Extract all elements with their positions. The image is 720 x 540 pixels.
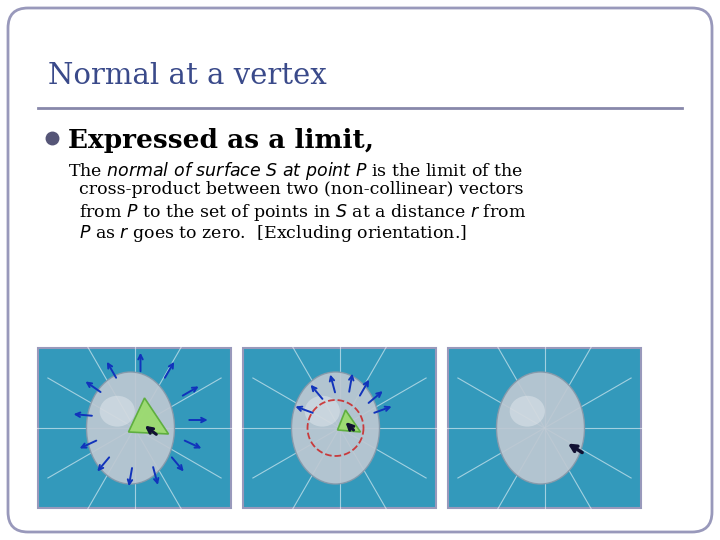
FancyBboxPatch shape — [8, 8, 712, 532]
Text: from $\mathit{P}$ to the set of points in $\mathit{S}$ at a distance $\mathit{r}: from $\mathit{P}$ to the set of points i… — [68, 202, 526, 223]
Text: The $\mathit{normal\ of\ surface\ S\ at\ point\ P}$ is the limit of the: The $\mathit{normal\ of\ surface\ S\ at\… — [68, 160, 523, 182]
Text: cross-product between two (non-collinear) vectors: cross-product between two (non-collinear… — [68, 181, 523, 198]
Ellipse shape — [292, 372, 379, 484]
Text: $\mathit{P}$ as $\mathit{r}$ goes to zero.  [Excluding orientation.]: $\mathit{P}$ as $\mathit{r}$ goes to zer… — [68, 223, 467, 244]
Ellipse shape — [99, 396, 135, 427]
Text: Normal at a vertex: Normal at a vertex — [48, 62, 327, 90]
Ellipse shape — [305, 396, 340, 427]
Ellipse shape — [510, 396, 545, 427]
Ellipse shape — [86, 372, 174, 484]
FancyBboxPatch shape — [448, 348, 641, 508]
Polygon shape — [128, 398, 168, 434]
Polygon shape — [338, 410, 361, 432]
Ellipse shape — [497, 372, 585, 484]
Text: Expressed as a limit,: Expressed as a limit, — [68, 128, 374, 153]
FancyBboxPatch shape — [243, 348, 436, 508]
FancyBboxPatch shape — [38, 348, 231, 508]
